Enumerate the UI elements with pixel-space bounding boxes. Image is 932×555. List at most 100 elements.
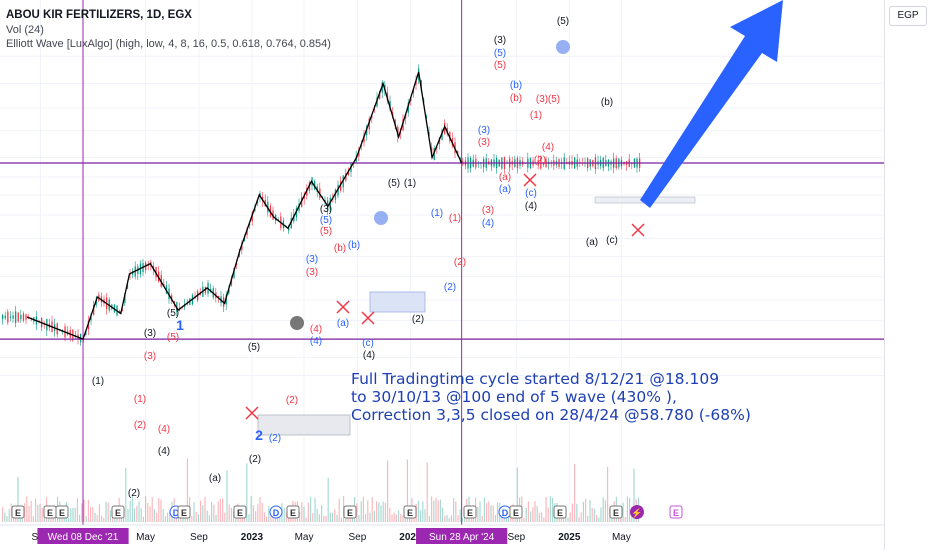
volume-bar <box>631 512 633 522</box>
volume-bar <box>28 505 30 522</box>
wave-label-44: (3) <box>478 137 490 148</box>
volume-bar <box>303 507 305 522</box>
volume-bar <box>585 498 587 522</box>
wave-label-41: (b) <box>510 80 522 91</box>
symbol-title: ABOU KIR FERTILIZERS, 1D, EGX <box>6 9 192 21</box>
vol-marker-11 <box>463 505 477 519</box>
volume-bar <box>532 507 534 522</box>
volume-bar <box>457 515 459 522</box>
wave-label-36: (3) <box>482 205 494 216</box>
volume-bar <box>239 517 241 522</box>
pivot-circle <box>556 40 570 54</box>
volume-bar <box>446 515 448 522</box>
volume-bar <box>479 501 481 522</box>
vol-marker-label-16: E <box>673 508 679 518</box>
vol-marker-label-10: E <box>407 508 413 518</box>
volume-bar <box>94 512 96 522</box>
volume-bar <box>477 506 479 522</box>
volume-bar <box>211 501 213 522</box>
volume-bar <box>162 508 164 522</box>
volume-bar <box>270 516 272 522</box>
vol-marker-label-11: E <box>467 508 473 518</box>
wave-label-10: (1) <box>134 394 146 405</box>
wave-label-46: (a) <box>499 184 511 195</box>
wave-label-24: (4) <box>310 324 322 335</box>
volume-bar <box>134 508 136 522</box>
volume-bar <box>455 501 457 522</box>
vol-marker-label-0: E <box>15 508 21 518</box>
volume-bar <box>32 516 34 522</box>
currency-button[interactable]: EGP <box>889 6 927 26</box>
wave-label-23: (b) <box>348 240 360 251</box>
volume-bar <box>145 496 147 522</box>
wave-label-33: (1) <box>449 213 461 224</box>
zone-box <box>257 414 351 436</box>
volume-bar <box>448 517 450 522</box>
volume-bar <box>428 515 430 522</box>
wave-label-29: (2) <box>412 314 424 325</box>
candle-body <box>15 311 17 323</box>
wave-label-17: (3) <box>320 204 332 215</box>
volume-bar <box>525 507 527 522</box>
volume-bar <box>41 508 43 522</box>
volume-bar <box>206 510 208 522</box>
price-axis[interactable] <box>884 0 932 550</box>
wave-label-34: (2) <box>454 257 466 268</box>
wave-label-20: (3) <box>306 254 318 265</box>
wave-label-30: (5) <box>388 178 400 189</box>
x-marker-2 <box>361 311 375 325</box>
volume-bar <box>391 514 393 522</box>
volume-bar <box>197 514 199 522</box>
pivot-circle <box>290 316 304 330</box>
volume-bar <box>208 515 210 522</box>
volume-bar <box>255 511 257 522</box>
wave-label-42: (b) <box>510 93 522 104</box>
volume-bar <box>534 501 536 522</box>
volume-bar <box>611 516 613 522</box>
volume-bar <box>417 500 419 522</box>
volume-bar <box>76 498 78 522</box>
volume-bar <box>153 509 155 522</box>
lightning-icon <box>630 505 644 519</box>
wave-label-40: (5) <box>494 60 506 71</box>
volume-bar <box>224 512 226 522</box>
volume-bar <box>602 497 604 522</box>
volume-bar <box>241 517 243 522</box>
volume-bar <box>85 516 87 522</box>
volume-bar <box>437 500 439 522</box>
wave-label-55: (b) <box>601 97 613 108</box>
volume-bar <box>299 511 301 522</box>
volume-bar <box>2 507 4 522</box>
volume-bar <box>164 516 166 522</box>
volume-bar <box>17 476 19 522</box>
volume-bar <box>147 503 149 522</box>
volume-bar <box>272 514 274 522</box>
volume-bar <box>226 470 228 522</box>
volume-bar <box>406 459 408 522</box>
volume-bar <box>120 515 122 522</box>
wave-label-7: (2) <box>134 420 146 431</box>
candle-body <box>4 315 6 319</box>
wave-label-52: (3) <box>536 94 548 105</box>
volume-bar <box>125 467 127 522</box>
wave-label-57: (c) <box>606 235 618 246</box>
volume-bar <box>541 512 543 522</box>
volume-bar <box>378 502 380 522</box>
time-label-3: Sep <box>190 532 208 543</box>
volume-bar <box>167 512 169 522</box>
volume-bar <box>461 517 463 522</box>
volume-bar <box>6 516 8 522</box>
volume-bar <box>83 499 85 522</box>
volume-bar <box>19 515 21 522</box>
volume-bar <box>431 496 433 522</box>
volume-legend: Vol (24) <box>6 24 44 36</box>
volume-bar <box>103 517 105 522</box>
volume-bar <box>481 515 483 522</box>
candle-body <box>399 133 402 135</box>
volume-bar <box>624 516 626 522</box>
wave-label-25: (4) <box>310 336 322 347</box>
volume-bar <box>112 516 114 522</box>
time-label-11: May <box>612 532 631 543</box>
